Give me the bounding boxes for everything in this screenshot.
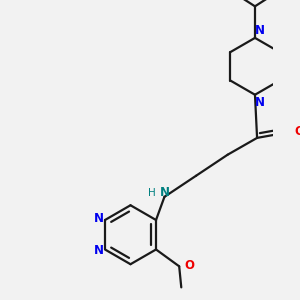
Text: O: O [184, 259, 194, 272]
Text: N: N [94, 212, 104, 225]
Text: N: N [255, 96, 265, 109]
Text: N: N [255, 24, 265, 37]
Text: N: N [159, 186, 170, 199]
Text: O: O [294, 125, 300, 138]
Text: H: H [148, 188, 156, 198]
Text: N: N [94, 244, 104, 257]
